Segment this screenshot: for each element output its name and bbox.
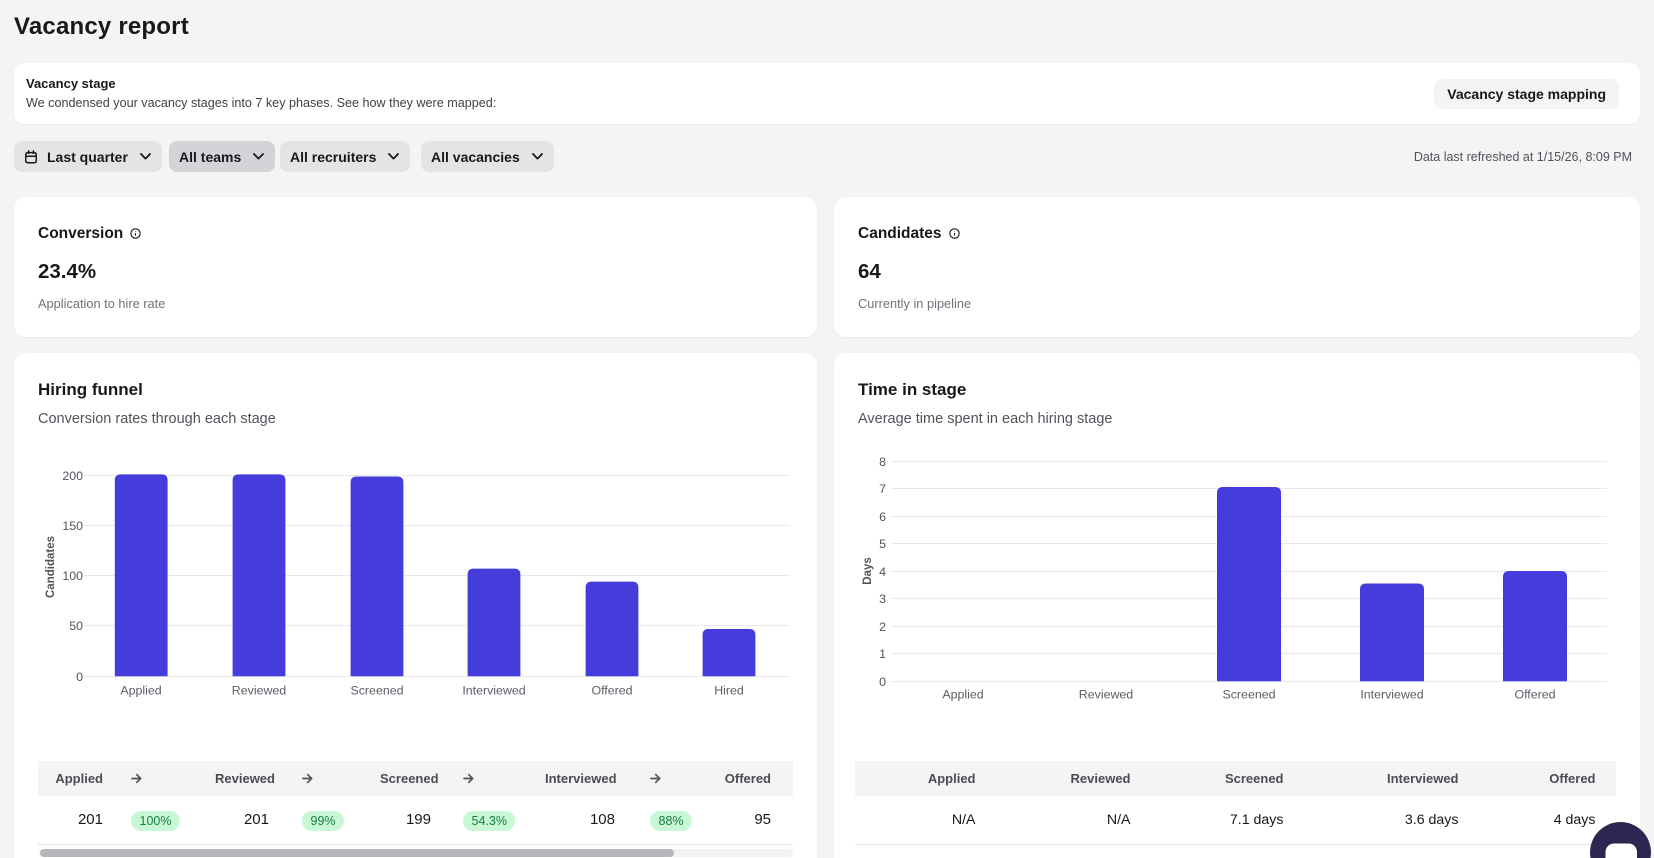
svg-text:Interviewed: Interviewed (1360, 688, 1423, 702)
svg-text:Candidates: Candidates (45, 536, 57, 598)
svg-text:0: 0 (879, 675, 886, 689)
svg-text:50: 50 (69, 619, 83, 633)
svg-text:6: 6 (879, 510, 886, 524)
svg-text:Screened: Screened (350, 684, 403, 698)
svg-text:100: 100 (62, 569, 83, 583)
svg-text:200: 200 (62, 469, 83, 483)
svg-text:Reviewed: Reviewed (232, 684, 287, 698)
svg-text:2: 2 (879, 620, 886, 634)
svg-text:Applied: Applied (942, 688, 983, 702)
svg-text:1: 1 (879, 647, 886, 661)
svg-text:3: 3 (879, 592, 886, 606)
svg-text:Reviewed: Reviewed (1079, 688, 1134, 702)
svg-text:Offered: Offered (1514, 688, 1555, 702)
svg-text:Hired: Hired (714, 684, 744, 698)
svg-text:Days: Days (862, 557, 874, 585)
svg-text:150: 150 (62, 519, 83, 533)
svg-text:4: 4 (879, 565, 886, 579)
svg-text:Applied: Applied (120, 684, 161, 698)
svg-text:8: 8 (879, 455, 886, 469)
svg-text:0: 0 (76, 670, 83, 684)
svg-text:5: 5 (879, 537, 886, 551)
svg-text:Screened: Screened (1222, 688, 1275, 702)
svg-text:7: 7 (879, 482, 886, 496)
svg-text:Interviewed: Interviewed (462, 684, 525, 698)
svg-text:Offered: Offered (591, 684, 632, 698)
